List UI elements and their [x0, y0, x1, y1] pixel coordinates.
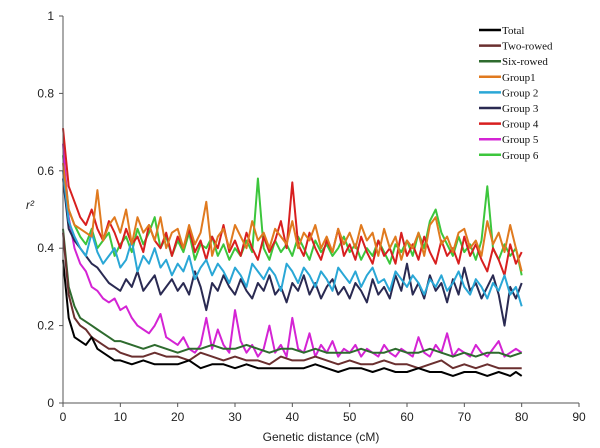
x-tick-label: 30 — [228, 410, 242, 424]
legend: Total Two-rowed Six-rowed Group1 Group 2 Grou… — [479, 25, 553, 162]
series-layer — [62, 128, 523, 377]
series-line-two-rowed — [62, 232, 522, 370]
legend-label-two-rowed: Two-rowed — [502, 41, 553, 53]
x-tick-label: 20 — [171, 410, 185, 424]
series-line-group1 — [62, 162, 523, 272]
x-axis-title: Genetic distance (cM) — [263, 430, 380, 444]
series-line-group-2 — [62, 170, 523, 307]
legend-label-total: Total — [502, 25, 524, 37]
x-tick-label: 0 — [60, 410, 67, 424]
series-line-six-rowed — [62, 228, 523, 358]
legend-label-group1: Group1 — [502, 72, 536, 84]
x-ticks: 0 10 20 30 40 50 60 70 80 90 — [60, 403, 586, 424]
x-tick-label: 10 — [114, 410, 128, 424]
y-tick-label: 1 — [47, 9, 54, 23]
series-line-group-5 — [62, 143, 523, 358]
x-tick-label: 40 — [286, 410, 300, 424]
legend-label-group-5: Group 5 — [502, 134, 539, 146]
legend-label-group-3: Group 3 — [502, 103, 539, 115]
series-line-group-4 — [62, 128, 523, 277]
x-tick-label: 50 — [343, 410, 357, 424]
series-line-group-3 — [62, 178, 523, 327]
x-tick-label: 90 — [572, 410, 586, 424]
x-tick-label: 70 — [458, 410, 472, 424]
legend-label-group-4: Group 4 — [502, 119, 539, 131]
y-ticks: 0 0.2 0.4 0.6 0.8 1 — [37, 9, 63, 410]
y-tick-label: 0.2 — [37, 319, 54, 333]
x-tick-label: 80 — [515, 410, 529, 424]
series-line-total — [62, 259, 523, 377]
y-tick-label: 0.4 — [37, 241, 54, 255]
y-tick-label: 0.6 — [37, 164, 54, 178]
y-tick-label: 0.8 — [37, 86, 54, 100]
legend-label-six-rowed: Six-rowed — [502, 56, 548, 68]
y-axis-title: r² — [26, 198, 35, 212]
legend-label-group-6: Group 6 — [502, 150, 539, 162]
legend-label-group-2: Group 2 — [502, 87, 538, 99]
x-tick-label: 60 — [400, 410, 414, 424]
y-tick-label: 0 — [47, 396, 54, 410]
